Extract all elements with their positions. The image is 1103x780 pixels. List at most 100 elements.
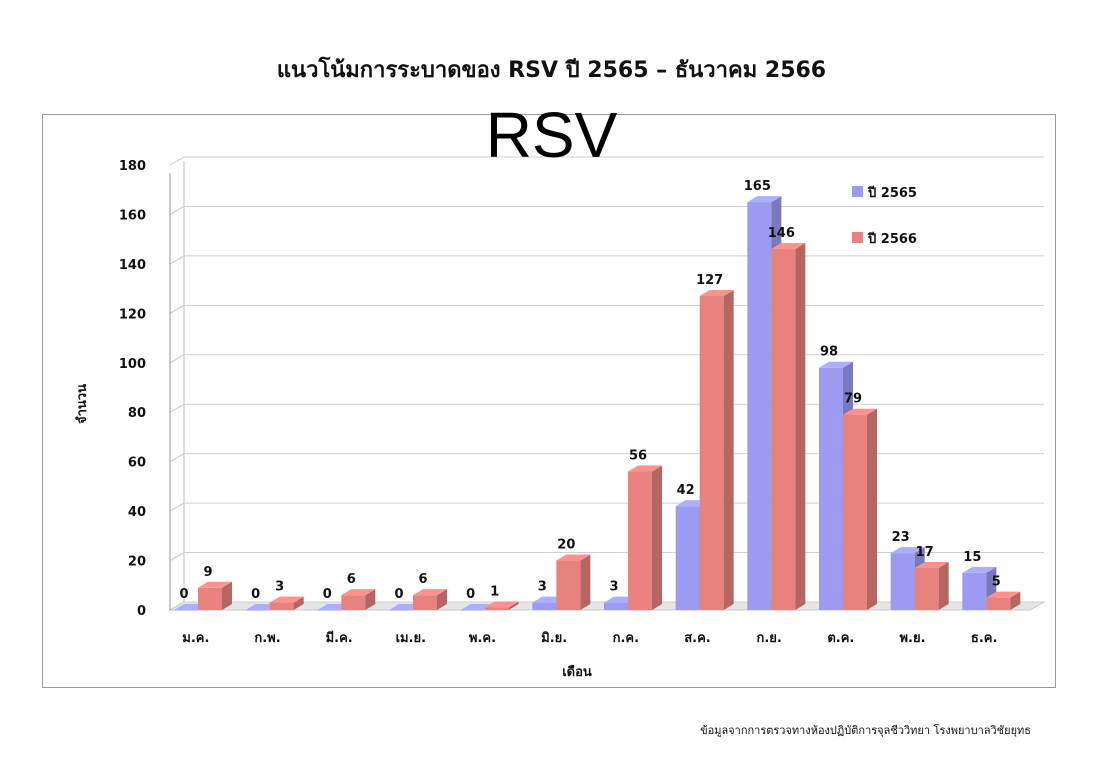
bar-side [580,554,591,610]
data-label: 42 [677,483,695,498]
data-label: 146 [768,226,795,241]
bar [532,602,557,610]
bar [460,610,485,611]
bar-layer [174,196,1021,611]
x-tick-label: ต.ค. [827,631,854,646]
gridline-depth [169,206,185,215]
data-label: 0 [251,587,260,602]
bar-top [819,361,853,368]
bar-side [1010,591,1021,610]
gridline-depth [169,601,185,611]
data-label: 3 [609,580,618,595]
y-tick-label: 60 [128,456,146,471]
bar-top [986,591,1021,598]
bar [890,553,915,610]
bar-side [652,465,662,610]
data-label: 15 [963,550,981,565]
bar-side [867,408,877,610]
bar [269,602,294,610]
bar [174,610,198,611]
bar-side [222,581,232,610]
x-tick-label: ธ.ค. [971,631,998,646]
gridline-depth [169,354,185,364]
y-tick-label: 140 [119,258,146,273]
bar [604,602,628,610]
bar-top [699,290,734,297]
data-label: 127 [696,273,723,288]
gridline-depth [169,156,185,166]
bar-top [771,243,806,250]
bar [245,610,270,611]
gridline-depth [169,453,185,463]
bar-top [556,554,591,561]
bar [198,587,222,610]
footer-note: ข้อมูลจากการตรวจทางห้องปฏิบัติการจุลชีวว… [700,724,1031,737]
bar-top [628,465,662,472]
x-tick-label: ก.พ. [254,631,280,646]
data-label: 0 [179,587,188,602]
x-tick-label: ก.ค. [613,631,639,646]
legend-label: ปี 2566 [867,231,917,247]
bar [413,595,437,610]
bar [771,249,796,611]
bar [484,607,509,610]
bar-side [365,589,376,610]
data-label: 79 [844,392,862,407]
bar [819,367,843,610]
y-axis-label: จำนวน [74,384,90,424]
bar [962,572,987,610]
data-label: 20 [557,538,575,553]
y-tick-label: 40 [128,505,146,520]
bar [675,506,700,610]
x-tick-label: พ.ค. [469,631,496,646]
gridline-depth [169,255,185,265]
bar [556,560,581,610]
bar-side [723,290,734,610]
x-tick-label: พ.ย. [899,631,925,646]
gridline-depth [169,552,185,561]
bar [317,610,342,611]
gridline-depth [169,304,185,314]
data-label: 3 [538,580,547,595]
bar-top [843,408,877,415]
bar-top [198,581,232,588]
bar-top [747,196,782,203]
bar [699,296,724,610]
data-label: 6 [347,572,356,587]
data-label: 0 [394,587,403,602]
gridline-depth [169,403,185,413]
bar [747,202,772,611]
bar-top [413,589,447,596]
data-label: 3 [275,580,284,595]
y-tick-label: 180 [119,159,146,174]
bar-side [795,243,806,611]
data-label: 17 [916,545,934,560]
data-label: 9 [203,565,212,580]
data-label: 0 [323,587,332,602]
y-tick-label: 80 [128,406,146,421]
bar-top [269,596,304,603]
bar-side [938,561,949,610]
y-tick-label: 20 [128,555,146,570]
bar-top [890,547,925,554]
bar-side [293,596,304,610]
bar [843,414,867,610]
data-label: 0 [466,587,475,602]
bar [914,567,939,610]
legend-swatch [852,232,863,243]
x-axis-label: เดือน [562,664,592,680]
bar-side [437,589,447,610]
data-label: 56 [629,449,647,464]
y-tick-label: 0 [137,604,146,619]
gridline-depth [169,502,185,512]
data-label: 1 [490,585,499,600]
data-label: 23 [892,530,910,545]
bar [389,610,413,611]
bar-top [341,589,376,596]
bar-side [508,601,519,610]
x-tick-label: ส.ค. [684,631,711,646]
page-title: แนวโน้มการระบาดของ RSV ปี 2565 – ธันวาคม… [276,58,827,83]
legend: ปี 2565 ปี 2566 [852,185,917,247]
